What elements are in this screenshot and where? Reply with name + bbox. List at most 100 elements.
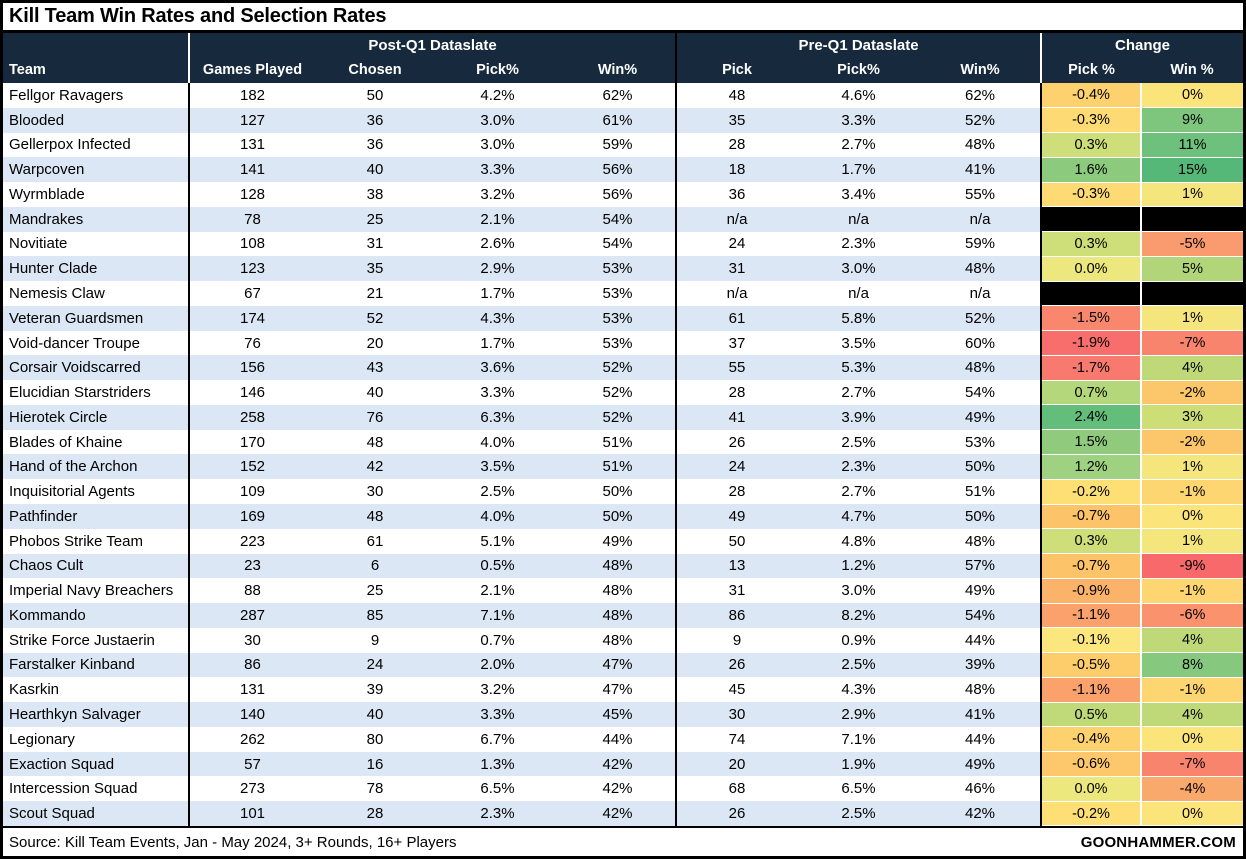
games-played-cell: 174 bbox=[189, 305, 315, 331]
post-pick-pct-cell: 3.5% bbox=[435, 454, 560, 480]
pre-pick-pct-cell: 4.7% bbox=[797, 504, 921, 529]
pre-pick-pct-cell: 2.5% bbox=[797, 652, 921, 678]
post-win-pct-cell: 51% bbox=[560, 429, 678, 455]
games-played-cell: 223 bbox=[239, 532, 266, 550]
pre-pick-pct-cell: 1.7% bbox=[797, 157, 921, 183]
games-played-cell: 23 bbox=[189, 553, 315, 579]
post-win-pct-cell: 59% bbox=[560, 132, 678, 158]
post-pick-pct-cell: 7.1% bbox=[435, 603, 560, 628]
post-pick-pct-cell: 2.1% bbox=[480, 582, 515, 600]
team-cell: Farstalker Kinband bbox=[3, 652, 190, 678]
post-pick-pct-cell: 1.7% bbox=[480, 334, 515, 352]
change-win-pct-cell: 4% bbox=[1141, 702, 1243, 728]
table-row: Strike Force Justaerin 30 9 0.7% 48% 9 0.9% 44%… bbox=[3, 627, 1243, 654]
post-win-pct-cell: 48% bbox=[560, 603, 678, 628]
games-played-cell: 128 bbox=[239, 185, 266, 203]
games-played-cell: 67 bbox=[244, 285, 261, 302]
games-played-cell: 101 bbox=[189, 801, 315, 826]
change-pick-pct-cell: 0.5% bbox=[1041, 702, 1143, 728]
table-row: Veteran Guardsmen 174 52 4.3% 53% 61 5.8% 52% -1… bbox=[3, 305, 1243, 332]
pre-pick-pct-cell: 4.8% bbox=[841, 532, 876, 550]
col-header-pre-pick-pct: Pick% bbox=[797, 57, 921, 83]
chosen-cell: 78 bbox=[366, 780, 384, 798]
post-win-pct-cell: 50% bbox=[560, 504, 678, 529]
table-row: Mandrakes 78 25 2.1% 54% n/a n/a n/a bbox=[3, 206, 1243, 233]
team-cell: Pathfinder bbox=[3, 504, 190, 529]
pre-pick-pct-cell: 2.5% bbox=[841, 433, 876, 451]
col-header-pre-win-pct: Win% bbox=[920, 57, 1043, 83]
games-played-cell: 141 bbox=[189, 157, 315, 183]
chosen-cell: 40 bbox=[315, 702, 435, 727]
pre-pick-cell: 41 bbox=[676, 404, 798, 430]
change-pick-pct-cell: 0.3% bbox=[1041, 231, 1143, 257]
post-win-pct-cell: 48% bbox=[560, 553, 678, 579]
pre-pick-pct-cell: 2.7% bbox=[841, 483, 876, 501]
games-played-cell: 182 bbox=[239, 86, 266, 104]
pre-pick-pct-cell: n/a bbox=[848, 285, 869, 302]
change-win-pct-cell: -2% bbox=[1141, 380, 1243, 406]
games-played-cell: 169 bbox=[189, 504, 315, 529]
pre-pick-pct-cell: 4.3% bbox=[841, 681, 876, 699]
table-row: Legionary 262 80 6.7% 44% 74 7.1% 44% -0.4% 0% bbox=[3, 726, 1243, 753]
post-pick-pct-cell: 0.7% bbox=[480, 631, 515, 649]
team-cell: Blooded bbox=[3, 107, 190, 133]
games-played-cell: 57 bbox=[189, 751, 315, 777]
chosen-cell: 48 bbox=[315, 504, 435, 529]
change-pick-pct-cell: -0.3% bbox=[1041, 182, 1143, 208]
change-pick-pct-cell: 0.3% bbox=[1041, 132, 1143, 158]
table-row: Hearthkyn Salvager 140 40 3.3% 45% 30 2.9% 41% 0… bbox=[3, 702, 1243, 728]
post-win-pct-cell: 56% bbox=[560, 182, 678, 207]
change-pick-pct-cell: -0.9% bbox=[1041, 578, 1143, 604]
post-win-pct-cell: 48% bbox=[560, 578, 678, 604]
team-cell: Hand of the Archon bbox=[3, 454, 190, 480]
change-pick-pct-cell: -0.3% bbox=[1041, 107, 1143, 134]
pre-pick-pct-cell: 3.9% bbox=[797, 404, 921, 430]
chosen-cell: 9 bbox=[370, 631, 380, 649]
brand-label: GOONHAMMER.COM bbox=[1080, 833, 1236, 851]
chosen-cell: 16 bbox=[315, 751, 435, 777]
pre-win-pct-cell: 52% bbox=[920, 305, 1043, 331]
table-row: Imperial Navy Breachers 88 25 2.1% 48% 31 3.0%… bbox=[3, 578, 1243, 604]
change-pick-pct-cell: -0.4% bbox=[1041, 83, 1143, 109]
pre-pick-pct-cell: 3.5% bbox=[841, 334, 876, 352]
pre-win-pct-cell: 41% bbox=[920, 157, 1043, 183]
team-cell: Scout Squad bbox=[3, 801, 190, 826]
header-columns-row: Team Games Played Chosen Pick% Win% Pick… bbox=[3, 57, 1243, 83]
chosen-cell: 61 bbox=[366, 532, 384, 550]
change-win-pct-cell: 1% bbox=[1141, 454, 1243, 480]
games-played-cell: 86 bbox=[189, 652, 315, 678]
post-pick-pct-cell: 3.3% bbox=[435, 157, 560, 183]
na-cell bbox=[1141, 281, 1243, 307]
change-win-pct-cell: -4% bbox=[1141, 776, 1243, 802]
change-win-pct-cell: 1% bbox=[1141, 182, 1243, 208]
change-win-pct-cell: 3% bbox=[1141, 404, 1243, 431]
chosen-cell: 25 bbox=[315, 206, 435, 232]
change-pick-pct-cell: 1.5% bbox=[1041, 429, 1143, 455]
games-played-cell: 262 bbox=[239, 730, 266, 748]
games-played-cell: 88 bbox=[244, 582, 261, 600]
change-pick-pct-cell: -0.6% bbox=[1041, 751, 1143, 777]
pre-pick-cell: 26 bbox=[676, 652, 798, 678]
pre-pick-cell: 31 bbox=[676, 256, 798, 282]
table-body: Fellgor Ravagers 182 50 4.2% 62% 48 4.6% 62% -0.… bbox=[3, 83, 1243, 827]
change-pick-pct-cell: -0.5% bbox=[1041, 652, 1143, 678]
table-row: Farstalker Kinband 86 24 2.0% 47% 26 2.5% 39% -0… bbox=[3, 652, 1243, 678]
change-win-pct-cell: -1% bbox=[1141, 578, 1243, 604]
pre-win-pct-cell: 49% bbox=[920, 578, 1043, 604]
pre-pick-cell: 24 bbox=[728, 235, 746, 253]
pre-win-pct-cell: 48% bbox=[920, 528, 1043, 554]
post-win-pct-cell: 52% bbox=[560, 404, 678, 430]
post-pick-pct-cell: 4.0% bbox=[435, 504, 560, 529]
games-played-cell: 109 bbox=[239, 483, 266, 501]
pre-pick-pct-cell: 6.5% bbox=[841, 780, 876, 798]
change-win-pct-cell: -7% bbox=[1141, 751, 1243, 777]
header-group-blank bbox=[3, 33, 190, 57]
team-cell: Phobos Strike Team bbox=[3, 528, 190, 554]
team-cell: Hunter Clade bbox=[3, 256, 190, 282]
change-win-pct-cell: 5% bbox=[1141, 256, 1243, 282]
chosen-cell: 52 bbox=[315, 305, 435, 331]
pre-win-pct-cell: 53% bbox=[920, 429, 1043, 455]
na-cell bbox=[1041, 281, 1143, 307]
pre-pick-cell: 24 bbox=[676, 454, 798, 480]
pre-pick-cell: 28 bbox=[728, 483, 746, 501]
